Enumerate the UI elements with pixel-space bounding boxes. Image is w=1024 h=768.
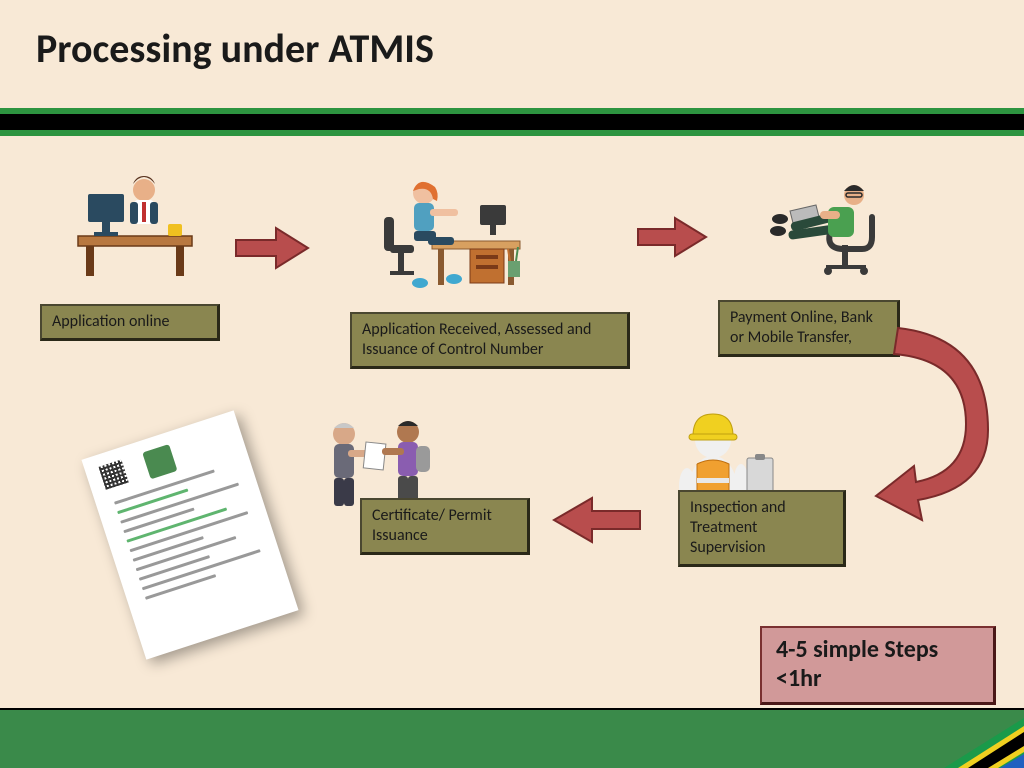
summary-box: 4-5 simple Steps <1hr <box>760 626 996 705</box>
summary-line-1: 4-5 simple Steps <box>776 636 979 665</box>
illustration-application-online <box>60 160 210 280</box>
illustration-application-received <box>370 165 530 295</box>
step-2-label: Application Received, Assessed and Issua… <box>362 320 591 359</box>
step-box-2: Application Received, Assessed and Issua… <box>350 312 630 369</box>
step-box-4: Inspection and Treatment Supervision <box>678 490 846 567</box>
doc-crest-icon <box>142 444 177 479</box>
step-1-label: Application online <box>52 312 170 331</box>
page-title: Processing under ATMIS <box>36 24 434 73</box>
header-divider <box>0 108 1024 136</box>
step-5-label: Certificate/ Permit Issuance <box>372 506 492 545</box>
step-4-label: Inspection and Treatment Supervision <box>690 498 786 557</box>
step-box-5: Certificate/ Permit Issuance <box>360 498 530 555</box>
arrow-4-to-5 <box>548 494 644 546</box>
arrow-1-to-2 <box>232 224 312 272</box>
doc-qr-icon <box>98 460 128 490</box>
illustration-payment <box>760 175 900 285</box>
arrow-3-to-4 <box>870 320 1010 530</box>
footer-bar <box>0 708 1024 768</box>
step-box-1: Application online <box>40 304 220 341</box>
summary-line-2: <1hr <box>776 665 979 694</box>
doc-body-lines <box>114 464 266 607</box>
certificate-document <box>81 410 298 659</box>
step-3-label: Payment Online, Bank or Mobile Transfer, <box>730 308 873 347</box>
corner-flag-icon <box>944 718 1024 768</box>
arrow-2-to-3 <box>635 215 709 259</box>
